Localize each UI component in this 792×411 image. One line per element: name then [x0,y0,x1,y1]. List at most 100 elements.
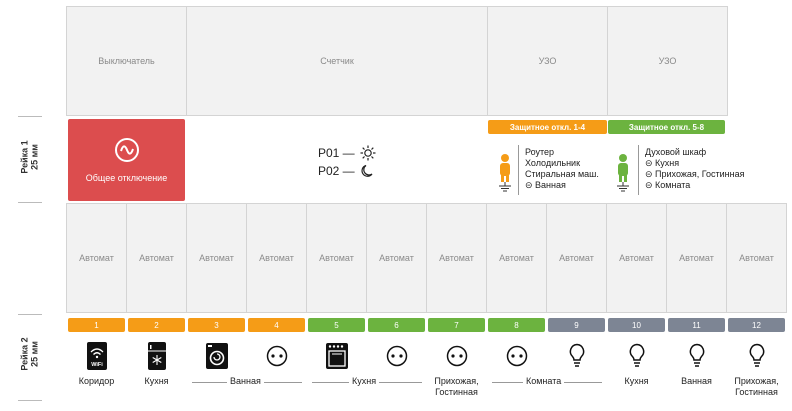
circuit-1-icon-slot: WiFi [66,338,127,374]
circuit-2-label: Кухня [126,376,187,387]
wifi-router-icon: WiFi [86,341,108,371]
breaker-label: Автомат [499,253,534,263]
protection-2-list: Духовой шкаф ⊝ Кухня ⊝ Прихожая, Гостинн… [645,147,745,191]
breaker-7[interactable]: Автомат [426,203,487,313]
protection-1-item: Роутер [525,147,599,158]
protection-2-item: ⊝ Комната [645,180,745,191]
circuit-5-icon-slot [306,338,367,374]
breaker-11[interactable]: Автомат [666,203,727,313]
circuit-6-icon-slot [366,338,427,374]
breaker-10[interactable]: Автомат [606,203,667,313]
breaker-label: Автомат [559,253,594,263]
lightbulb-icon [568,343,586,369]
circuit-number-text: 11 [692,321,700,330]
breaker-label: Автомат [379,253,414,263]
socket-icon [266,345,288,367]
protection-2-item: ⊝ Кухня [645,158,745,169]
protection-badge-1: Защитное откл. 1-4 [488,120,607,134]
washing-machine-icon [205,342,229,370]
circuit-7-label: Прихожая, Гостинная [426,376,487,398]
socket-icon [386,345,408,367]
circuit-number-10: 10 [608,318,665,332]
circuit-12-label-line: Прихожая, [726,376,787,387]
circuit-11-icon-slot [666,338,727,374]
breaker-1[interactable]: Автомат [66,203,127,313]
breaker-8[interactable]: Автомат [486,203,547,313]
rail1-size-text: 25 мм [30,140,40,173]
group-kitchen-label: Кухня [349,376,379,386]
breaker-3[interactable]: Автомат [186,203,247,313]
circuit-12-icon-slot [726,338,787,374]
circuit-number-text: 7 [454,321,458,330]
breaker-9[interactable]: Автомат [546,203,607,313]
protection-1-item: ⊝ Ванная [525,180,599,191]
moon-icon [360,164,374,178]
circuit-number-2: 2 [128,318,185,332]
breaker-4[interactable]: Автомат [246,203,307,313]
meter-cell-label: Счетчик [320,56,354,66]
circuit-2-icon-slot [126,338,187,374]
fridge-icon [147,341,167,371]
circuit-10-label: Кухня [606,376,667,387]
protection-1-bracket [518,145,519,195]
circuit-number-text: 5 [334,321,338,330]
circuit-number-text: 10 [632,321,641,330]
circuit-number-8: 8 [488,318,545,332]
circuit-11-label-text: Ванная [681,376,712,386]
breaker-label: Автомат [259,253,294,263]
protection-1-item: Стиральная маш. [525,169,599,180]
lightbulb-icon [748,343,766,369]
lightbulb-icon [628,343,646,369]
circuit-number-text: 3 [214,321,218,330]
rail1-top-line [18,116,42,117]
tariff-p01-label: P01 — [318,146,355,160]
protection-badge-2: Защитное откл. 5-8 [608,120,725,134]
breaker-label: Автомат [739,253,774,263]
rail2-top-line [18,314,42,315]
circuit-8-icon-slot [486,338,547,374]
circuit-7-icon-slot [426,338,487,374]
breaker-label: Автомат [439,253,474,263]
circuit-number-6: 6 [368,318,425,332]
sun-icon [360,145,376,161]
breaker-label: Автомат [199,253,234,263]
breaker-label: Автомат [79,253,114,263]
person-grounded-orange-icon [494,152,516,192]
breaker-2[interactable]: Автомат [126,203,187,313]
breaker-6[interactable]: Автомат [366,203,427,313]
circuit-number-4: 4 [248,318,305,332]
group-bath-label: Ванная [227,376,264,386]
circuit-number-12: 12 [728,318,785,332]
circuit-number-7: 7 [428,318,485,332]
ac-power-icon [114,137,140,163]
rcd1-cell-label: УЗО [539,56,557,66]
socket-icon [446,345,468,367]
protection-1-list: Роутер Холодильник Стиральная маш. ⊝ Ван… [525,147,599,191]
rail2-label: Рейка 2 25 мм [0,342,60,366]
circuit-11-label: Ванная [666,376,727,387]
breaker-label: Автомат [319,253,354,263]
circuit-number-9: 9 [548,318,605,332]
circuit-10-label-text: Кухня [624,376,648,386]
rcd1-cell: УЗО [487,6,608,116]
meter-cell: Счетчик [186,6,488,116]
rcd2-cell-label: УЗО [659,56,677,66]
breaker-12[interactable]: Автомат [726,203,787,313]
circuit-3-icon-slot [186,338,247,374]
switch-cell-label: Выключатель [98,56,154,66]
rail1-label: Рейка 1 25 мм [0,145,60,169]
rail1-bottom-line [18,202,42,203]
main-switch-label: Общее отключение [86,173,167,183]
rail2-bottom-line [18,400,42,401]
breaker-label: Автомат [679,253,714,263]
lightbulb-icon [688,343,706,369]
breaker-5[interactable]: Автомат [306,203,367,313]
protection-badge-1-label: Защитное откл. 1-4 [510,123,585,132]
breaker-label: Автомат [619,253,654,263]
circuit-7-label-line: Прихожая, [426,376,487,387]
main-switch-button[interactable]: Общее отключение [68,119,185,201]
circuit-number-5: 5 [308,318,365,332]
circuit-4-icon-slot [246,338,307,374]
circuit-number-text: 1 [94,321,98,330]
person-grounded-green-icon [612,152,634,192]
